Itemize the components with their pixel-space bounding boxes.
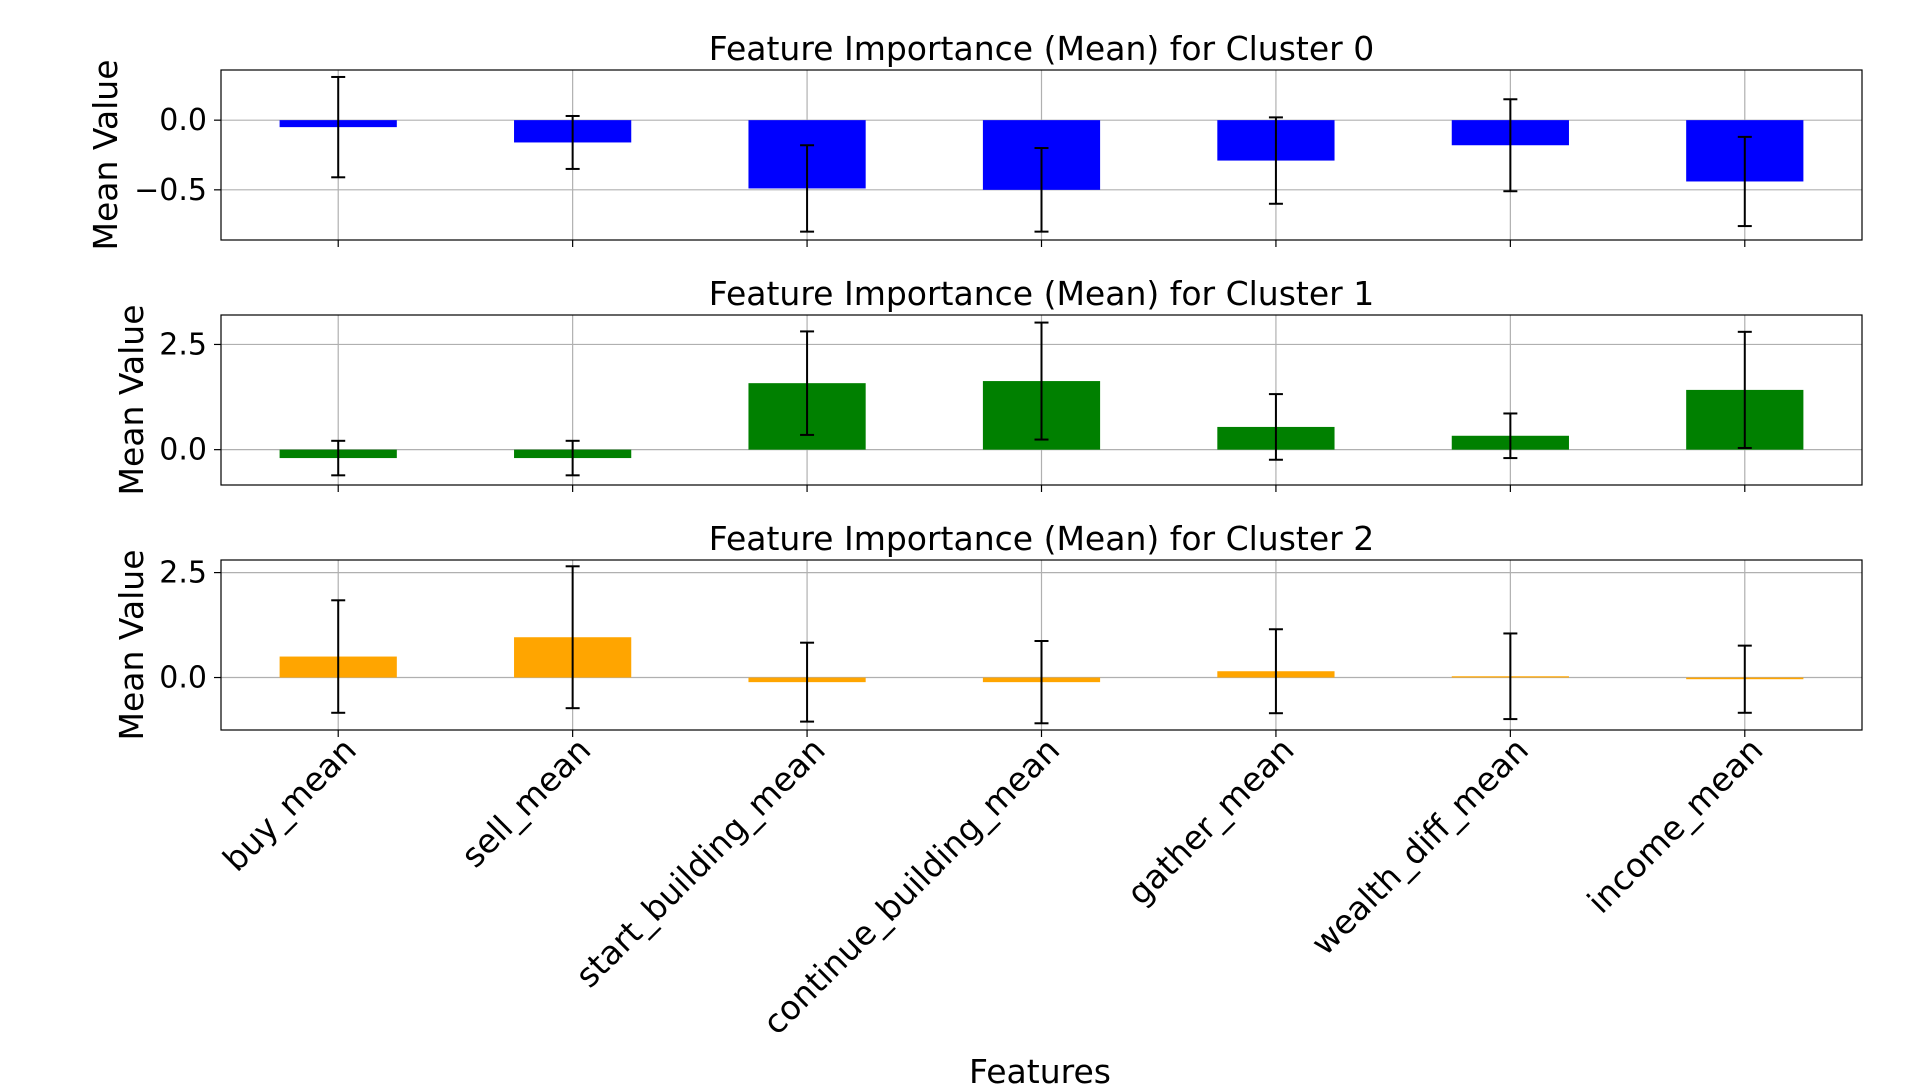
- error-bar-gather_mean: [1268, 116, 1283, 205]
- subplot-0: 0.0 −0.5 Feature Importance (Mean) for Clu…: [86, 29, 1863, 251]
- error-bar-continue_building_mean: [1034, 321, 1049, 441]
- error-bar-wealth_diff_mean: [1503, 412, 1518, 460]
- error-bar-wealth_diff_mean: [1503, 98, 1518, 193]
- error-bar-income_mean: [1737, 330, 1752, 449]
- error-bar-start_building_mean: [800, 330, 815, 436]
- error-bar-start_building_mean: [800, 641, 815, 723]
- y-axis-label: Mean Value: [112, 304, 151, 495]
- category-label: start_building_mean: [568, 730, 833, 995]
- error-bar-wealth_diff_mean: [1503, 632, 1518, 721]
- subplot-1: 0.0 2.5 Feature Importance (Mean) for Clus…: [112, 274, 1863, 496]
- y-tick-label: 0.0: [159, 433, 207, 468]
- error-bar-gather_mean: [1268, 393, 1283, 461]
- error-bar-continue_building_mean: [1034, 640, 1049, 725]
- error-bar-continue_building_mean: [1034, 147, 1049, 233]
- category-label: gather_mean: [1119, 730, 1301, 912]
- error-bar-sell_mean: [565, 439, 580, 477]
- category-label: income_mean: [1580, 730, 1771, 921]
- error-bar-start_building_mean: [800, 144, 815, 233]
- error-bar-income_mean: [1737, 644, 1752, 714]
- error-bar-buy_mean: [331, 75, 346, 179]
- subplot-title: Feature Importance (Mean) for Cluster 0: [709, 29, 1374, 68]
- error-bar-sell_mean: [565, 114, 580, 170]
- error-bar-buy_mean: [331, 599, 346, 714]
- subplot-2: 0.0 2.5 Feature Importance (Mean) for Clus…: [112, 519, 1863, 1042]
- category-label: wealth_diff_mean: [1303, 730, 1536, 963]
- error-bar-sell_mean: [565, 565, 580, 710]
- y-tick-label: 0.0: [159, 661, 207, 696]
- error-bar-gather_mean: [1268, 628, 1283, 715]
- y-tick-label: 0.0: [159, 103, 207, 138]
- error-bar-buy_mean: [331, 439, 346, 477]
- x-axis-label: Features: [969, 1052, 1111, 1091]
- y-tick-label: 2.5: [159, 556, 207, 591]
- y-tick-label: 2.5: [159, 327, 207, 362]
- y-tick-label: −0.5: [134, 173, 207, 208]
- y-axis-label: Mean Value: [112, 549, 151, 740]
- subplot-title: Feature Importance (Mean) for Cluster 1: [709, 274, 1374, 313]
- error-bar-income_mean: [1737, 135, 1752, 228]
- category-label: sell_mean: [453, 730, 598, 875]
- subplot-title: Feature Importance (Mean) for Cluster 2: [709, 519, 1374, 558]
- category-label: buy_mean: [215, 730, 364, 879]
- y-axis-label: Mean Value: [86, 59, 125, 250]
